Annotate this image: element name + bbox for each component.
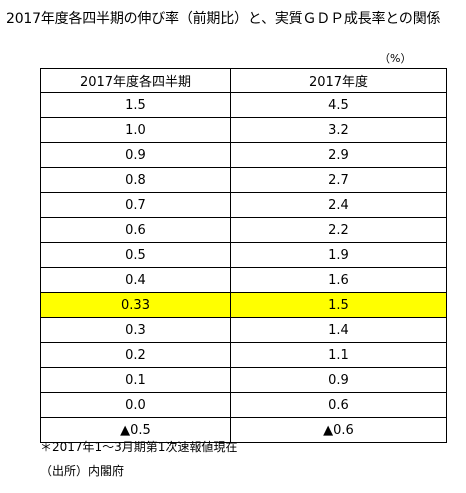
quarterly-growth-cell: ▲0.5 [40,417,231,443]
table-row: 0.2 1.1 [40,342,447,368]
table-row: 0.8 2.7 [40,167,447,193]
table-row: ▲0.5 ▲0.6 [40,417,447,443]
growth-rate-table: 2017年度各四半期 2017年度 1.5 4.5 1.0 3.2 0.9 2.9 0.8 2… [40,68,447,443]
quarterly-growth-cell: 0.2 [40,342,231,368]
annual-growth-cell: 0.6 [230,392,447,418]
table-row: 0.9 2.9 [40,142,447,168]
annual-growth-cell: 2.9 [230,142,447,168]
quarterly-growth-cell: 0.3 [40,317,231,343]
quarterly-growth-cell: 0.7 [40,192,231,218]
annual-growth-cell: 2.7 [230,167,447,193]
quarterly-growth-cell: 0.1 [40,367,231,393]
quarterly-growth-cell: 0.6 [40,217,231,243]
table-row: 1.5 4.5 [40,92,447,118]
table-row: 0.4 1.6 [40,267,447,293]
table-row: 0.3 1.4 [40,317,447,343]
table-row: 0.7 2.4 [40,192,447,218]
quarterly-growth-cell: 0.33 [40,292,231,318]
table-row: 0.6 2.2 [40,217,447,243]
annual-growth-cell: ▲0.6 [230,417,447,443]
annual-growth-cell: 3.2 [230,117,447,143]
source-note: （出所）内閣府 [40,464,125,478]
quarterly-growth-cell: 0.5 [40,242,231,268]
quarterly-growth-cell: 0.4 [40,267,231,293]
annual-growth-cell: 1.4 [230,317,447,343]
header-quarterly-growth: 2017年度各四半期 [40,68,231,93]
annual-growth-cell: 2.4 [230,192,447,218]
table-body: 1.5 4.5 1.0 3.2 0.9 2.9 0.8 2.7 0.7 2.4 0.6 2.2 0.5 1… [40,92,447,443]
quarterly-growth-cell: 0.8 [40,167,231,193]
table-row: 0.5 1.9 [40,242,447,268]
table-row: 0.0 0.6 [40,392,447,418]
quarterly-growth-cell: 1.0 [40,117,231,143]
annual-growth-cell: 1.9 [230,242,447,268]
annual-growth-cell: 1.5 [230,292,447,318]
quarterly-growth-cell: 0.9 [40,142,231,168]
table-row: 0.1 0.9 [40,367,447,393]
quarterly-growth-cell: 0.0 [40,392,231,418]
page-title: 2017年度各四半期の伸び率（前期比）と、実質ＧＤＰ成長率との関係 [6,11,441,27]
footnote: ＊2017年1～3月期第1次速報値現在 [40,440,238,454]
annual-growth-cell: 1.6 [230,267,447,293]
unit-label: （%） [379,52,412,65]
annual-growth-cell: 2.2 [230,217,447,243]
quarterly-growth-cell: 1.5 [40,92,231,118]
table-header-row: 2017年度各四半期 2017年度 [40,68,447,93]
annual-growth-cell: 1.1 [230,342,447,368]
header-annual-growth: 2017年度 [230,68,447,93]
table-row: 1.0 3.2 [40,117,447,143]
table-row: 0.33 1.5 [40,292,447,318]
annual-growth-cell: 4.5 [230,92,447,118]
annual-growth-cell: 0.9 [230,367,447,393]
